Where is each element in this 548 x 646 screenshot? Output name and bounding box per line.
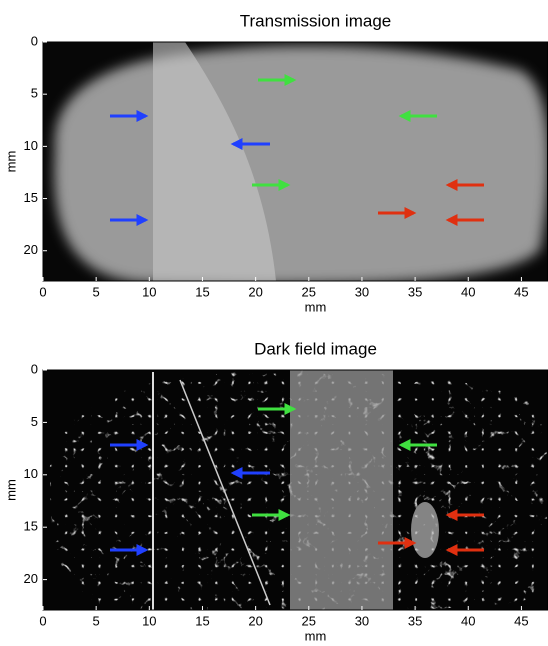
- x-tick-label: 20: [248, 284, 262, 299]
- chart-title: Transmission image: [240, 11, 391, 30]
- x-tick-label: 10: [142, 284, 156, 299]
- y-axis-label: mm: [3, 151, 18, 173]
- y-axis-label: mm: [3, 479, 18, 501]
- y-tick-label: 5: [31, 86, 38, 101]
- x-tick-label: 35: [408, 284, 422, 299]
- y-tick-label: 15: [24, 519, 38, 534]
- x-tick-label: 15: [195, 284, 209, 299]
- x-tick-label: 5: [93, 613, 100, 628]
- x-tick-label: 45: [514, 613, 528, 628]
- dark-field-image: [43, 369, 548, 611]
- figure: 0 5 10 15 20 25 30 35 40 45 0 5 10 15 20 Transmission i…: [0, 0, 548, 646]
- x-tick-label: 5: [93, 284, 100, 299]
- y-tick-label: 20: [24, 571, 38, 586]
- y-tick-label: 0: [31, 361, 38, 376]
- x-tick-label: 45: [514, 284, 528, 299]
- y-tick-label: 5: [31, 414, 38, 429]
- y-tick-label: 10: [24, 466, 38, 481]
- x-tick-label: 40: [461, 284, 475, 299]
- x-axis-label: mm: [305, 628, 327, 643]
- transmission-image: [43, 42, 548, 284]
- x-tick-label: 15: [195, 613, 209, 628]
- y-tick-label: 0: [31, 33, 38, 48]
- x-tick-label: 35: [408, 613, 422, 628]
- y-tick-label: 10: [24, 138, 38, 153]
- chart-title: Dark field image: [254, 339, 377, 358]
- x-tick-label: 20: [248, 613, 262, 628]
- x-tick-label: 40: [461, 613, 475, 628]
- x-tick-label: 10: [142, 613, 156, 628]
- x-tick-label: 30: [355, 284, 369, 299]
- x-axis-label: mm: [305, 299, 327, 314]
- y-tick-label: 20: [24, 242, 38, 257]
- x-tick-label: 25: [302, 613, 316, 628]
- x-tick-label: 30: [355, 613, 369, 628]
- x-tick-label: 0: [39, 613, 46, 628]
- x-tick-label: 0: [39, 284, 46, 299]
- y-tick-label: 15: [24, 190, 38, 205]
- x-tick-label: 25: [302, 284, 316, 299]
